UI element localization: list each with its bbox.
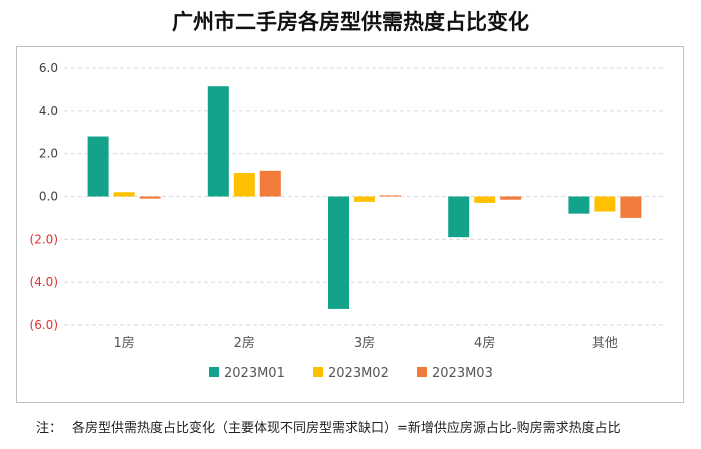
legend-label: 2023M03 [432, 366, 493, 381]
y-tick-label: (4.0) [30, 275, 58, 289]
bar [328, 196, 349, 309]
footnote: 注： 各房型供需热度占比变化（主要体现不同房型需求缺口）=新增供应房源占比-购房需… [36, 417, 631, 436]
legend-swatch [209, 367, 219, 377]
bar [568, 196, 590, 214]
x-tick-label: 1房 [113, 335, 134, 351]
bar [139, 196, 161, 199]
legend-swatch [313, 367, 323, 377]
x-tick-label: 2房 [234, 335, 255, 351]
footnote-text: 各房型供需热度占比变化（主要体现不同房型需求缺口）=新增供应房源占比-购房需求热… [72, 421, 621, 436]
footnote-prefix: 注： [36, 421, 63, 436]
bar [113, 192, 135, 197]
chart-frame: 6.0 4.0 2.0 0.0 (2.0) (4.0) (6.0) 1房 2房 3房 4房 其他 202… [16, 46, 684, 403]
y-tick-label: (6.0) [30, 318, 58, 332]
x-tick-label: 4房 [474, 335, 495, 351]
x-tick-label: 其他 [592, 336, 618, 351]
bar [380, 195, 401, 197]
y-tick-label: 0.0 [39, 190, 58, 204]
bar [448, 196, 470, 238]
y-tick-label: 6.0 [39, 61, 58, 75]
bar [207, 86, 229, 197]
y-tick-label: 2.0 [39, 147, 58, 161]
bar-chart: 6.0 4.0 2.0 0.0 (2.0) (4.0) (6.0) 1房 2房 3房 4房 其他 202… [30, 61, 665, 381]
bar [233, 172, 255, 197]
bar [594, 196, 616, 212]
bar [500, 196, 522, 200]
legend-label: 2023M01 [224, 366, 285, 381]
chart-title: 广州市二手房各房型供需热度占比变化 [172, 10, 529, 34]
y-tick-label: (2.0) [30, 232, 58, 246]
legend-swatch [417, 367, 427, 377]
y-tick-label: 4.0 [39, 104, 58, 118]
legend-label: 2023M02 [328, 366, 389, 381]
bar [259, 170, 281, 197]
bar [620, 196, 642, 218]
x-tick-label: 3房 [354, 335, 375, 351]
bar [87, 136, 109, 197]
bar [354, 196, 375, 202]
bar [474, 196, 496, 203]
